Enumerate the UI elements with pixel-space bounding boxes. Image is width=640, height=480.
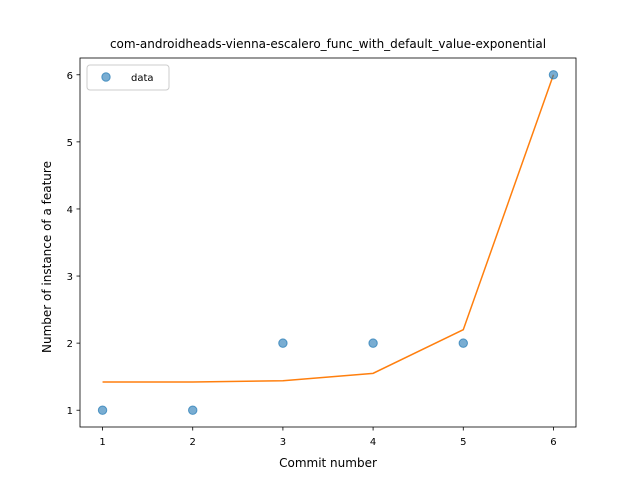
y-tick-label: 4 — [67, 205, 73, 216]
data-point — [278, 338, 288, 348]
data-point — [188, 405, 198, 415]
legend-marker — [101, 72, 111, 82]
y-axis-label: Number of instance of a feature — [40, 161, 54, 353]
plot-frame — [79, 57, 577, 428]
plot-area — [79, 57, 577, 428]
legend-label-data: data — [131, 73, 154, 84]
x-tick-label: 4 — [370, 437, 376, 448]
x-tick-label: 3 — [280, 437, 286, 448]
x-tick-label: 5 — [460, 437, 466, 448]
y-tick-label: 2 — [67, 339, 73, 350]
y-tick-label: 3 — [67, 272, 73, 283]
y-tick-label: 1 — [67, 406, 73, 417]
data-point — [368, 338, 378, 348]
fit-line — [102, 74, 555, 383]
data-point — [548, 70, 559, 80]
data-point — [458, 338, 468, 348]
y-tick-label: 5 — [67, 138, 73, 149]
y-axis-ticks: 1 2 3 4 5 6 — [67, 71, 80, 417]
x-axis-ticks: 1 2 3 4 5 6 — [99, 427, 557, 448]
data-point — [97, 405, 108, 415]
legend-box — [86, 64, 170, 91]
x-tick-label: 2 — [190, 437, 196, 448]
legend: data — [86, 64, 170, 91]
chart-title: com-androidheads-vienna-escalero_func_wi… — [110, 37, 546, 51]
x-tick-label: 6 — [550, 437, 556, 448]
y-tick-label: 6 — [67, 71, 73, 82]
x-axis-label: Commit number — [279, 456, 377, 470]
x-tick-label: 1 — [99, 437, 105, 448]
